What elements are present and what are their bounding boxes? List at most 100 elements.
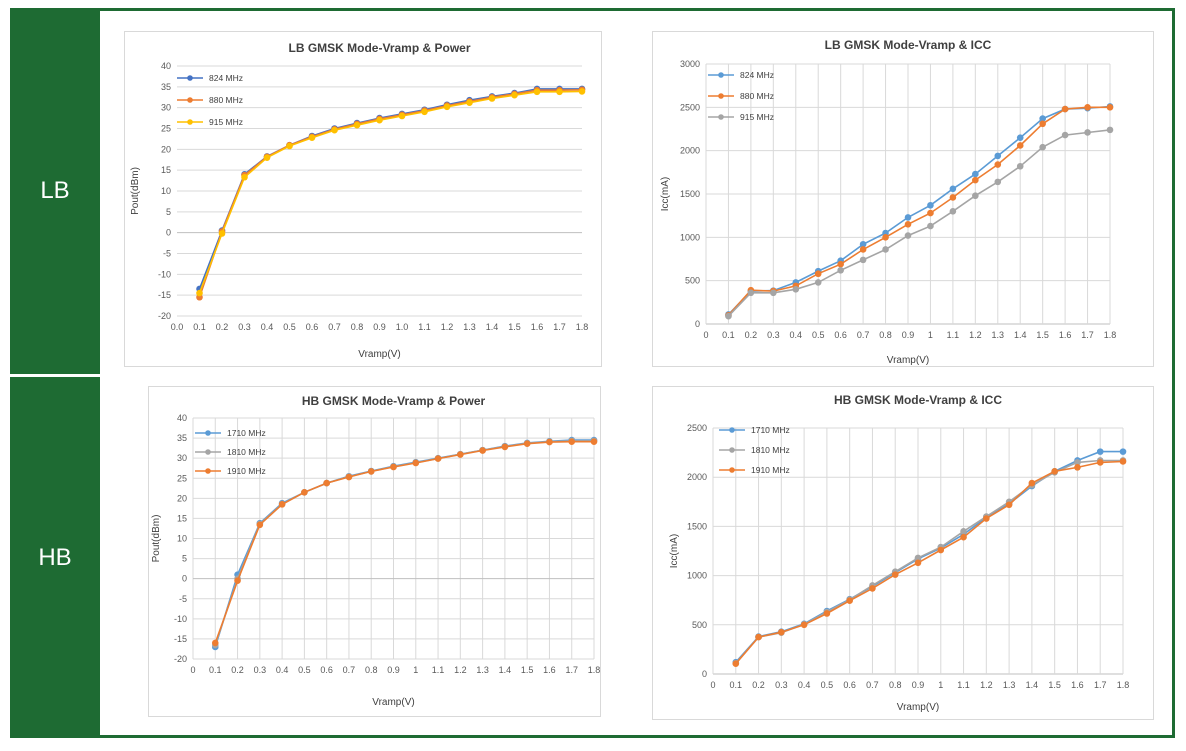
legend-label: 824 MHz — [740, 70, 774, 80]
data-point — [1074, 459, 1081, 466]
data-point — [511, 91, 518, 99]
x-tick-label: 0.9 — [387, 665, 400, 675]
data-point — [331, 126, 338, 134]
legend-label: 824 MHz — [209, 73, 243, 83]
series-line-2 — [214, 440, 594, 644]
x-tick-label: 0 — [703, 330, 708, 340]
data-point — [1039, 120, 1046, 128]
y-tick-label: 0 — [702, 669, 707, 679]
y-axis-label: Pout(dBm) — [151, 515, 162, 563]
x-tick-label: 0.1 — [730, 680, 743, 690]
x-tick-label: 0.7 — [328, 322, 341, 332]
x-tick-label: 1.8 — [576, 322, 589, 332]
data-point — [1016, 162, 1024, 170]
data-point — [556, 88, 563, 96]
x-tick-label: 0.5 — [283, 322, 296, 332]
data-point — [301, 489, 308, 496]
x-axis-label: Vramp(V) — [887, 355, 929, 366]
data-point — [937, 546, 945, 554]
legend-label: 880 MHz — [740, 91, 774, 101]
x-tick-label: 1.3 — [1003, 680, 1016, 690]
x-tick-label: 1.6 — [1059, 330, 1072, 340]
data-point — [949, 194, 957, 201]
data-point — [1016, 142, 1024, 149]
x-tick-label: 0.1 — [722, 330, 735, 340]
x-tick-label: 1.0 — [396, 322, 409, 332]
data-point — [960, 528, 967, 535]
data-point — [1016, 134, 1024, 141]
legend-label: 1910 MHz — [227, 466, 266, 476]
data-point — [196, 289, 203, 297]
data-point — [1061, 105, 1069, 113]
x-tick-label: 0.9 — [902, 330, 915, 340]
legend-label: 1910 MHz — [751, 465, 790, 475]
x-tick-label: 0.9 — [912, 680, 925, 690]
x-tick-label: 1.6 — [1071, 680, 1084, 690]
legend-marker-2 — [205, 468, 211, 474]
data-point — [501, 443, 509, 451]
series-line-1 — [214, 440, 594, 646]
data-point — [1096, 459, 1104, 466]
data-point — [927, 201, 934, 209]
x-tick-label: 1.8 — [1104, 330, 1117, 340]
data-point — [904, 214, 912, 221]
x-axis-label: Vramp(V) — [897, 702, 939, 713]
y-tick-label: -20 — [174, 654, 187, 664]
x-tick-label: 0.6 — [834, 330, 847, 340]
x-tick-label: 0.8 — [351, 322, 364, 332]
x-tick-label: 1.7 — [1094, 680, 1107, 690]
data-point — [994, 178, 1002, 186]
band-lb-text: LB — [40, 177, 70, 204]
data-point — [859, 246, 867, 253]
x-tick-label: 1.4 — [1026, 680, 1039, 690]
x-tick-label: 0.0 — [171, 322, 184, 332]
y-tick-label: 5 — [182, 554, 187, 564]
data-point — [891, 571, 899, 578]
data-point — [286, 142, 293, 150]
data-point — [308, 134, 316, 141]
data-point — [904, 221, 912, 228]
data-point — [457, 451, 464, 458]
x-tick-label: 1.5 — [521, 665, 534, 675]
x-tick-label: 0.4 — [798, 680, 811, 690]
x-tick-label: 1 — [938, 680, 943, 690]
chart-title: LB GMSK Mode-Vramp & Power — [288, 41, 470, 55]
data-point — [837, 266, 844, 274]
y-tick-label: 0 — [182, 574, 187, 584]
data-point — [882, 246, 889, 253]
data-point — [1074, 464, 1081, 471]
data-point — [725, 312, 732, 320]
x-tick-label: 1.2 — [969, 330, 982, 340]
data-point — [732, 660, 740, 667]
legend-marker-2 — [187, 119, 193, 125]
y-tick-label: -5 — [179, 594, 187, 604]
legend-label: 880 MHz — [209, 95, 243, 105]
data-point — [823, 610, 831, 617]
band-hb-text: HB — [38, 543, 72, 571]
data-point — [960, 533, 967, 541]
legend-marker-1 — [205, 449, 211, 455]
data-point — [792, 286, 800, 293]
data-point — [1061, 131, 1069, 139]
data-point — [1039, 143, 1046, 151]
data-point — [814, 270, 822, 278]
x-tick-label: 1.2 — [454, 665, 467, 675]
series-line-1 — [727, 106, 1110, 316]
legend-marker-1 — [187, 97, 193, 103]
data-point — [353, 121, 361, 129]
band-label-hb: HB — [10, 377, 100, 738]
chart-hb-power: HB GMSK Mode-Vramp & Power -20 -15 -10 -5 0 5 1… — [151, 394, 600, 708]
x-tick-label: 1.3 — [463, 322, 476, 332]
y-tick-label: 10 — [177, 534, 187, 544]
x-tick-label: 0.7 — [343, 665, 356, 675]
data-point — [882, 234, 889, 241]
data-point — [859, 240, 867, 248]
data-point — [256, 521, 264, 529]
data-point — [972, 192, 979, 200]
data-point — [1119, 448, 1127, 455]
x-tick-label: 1.5 — [1048, 680, 1061, 690]
data-point — [994, 152, 1002, 160]
chart-title: LB GMSK Mode-Vramp & ICC — [825, 38, 992, 52]
legend-marker-0 — [729, 427, 735, 433]
legend-label: 1810 MHz — [751, 445, 790, 455]
